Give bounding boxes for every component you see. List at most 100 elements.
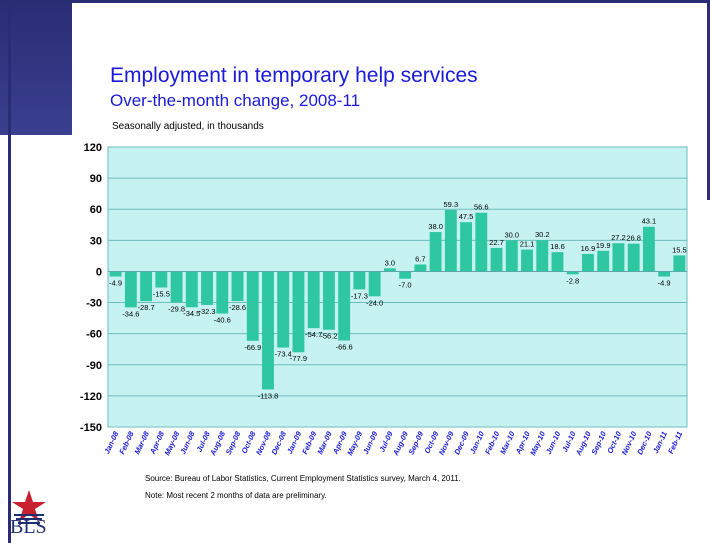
bar [353,271,366,290]
data-label: -34.5 [183,309,200,318]
bar [673,255,686,272]
y-tick-label: 0 [96,266,102,278]
sidebar-line [8,0,11,543]
bar [521,249,533,272]
data-label: 18.6 [550,242,565,251]
data-label: 26.8 [626,234,641,243]
bar [536,240,549,272]
data-label: 16.9 [581,244,596,253]
y-tick-label: 60 [90,204,102,216]
data-label: 30.0 [504,230,519,239]
data-label: -29.8 [168,304,185,313]
bar [170,271,183,303]
bar [155,271,168,288]
bar [124,271,137,308]
bar [490,247,503,272]
data-label: -66.6 [336,343,353,352]
y-tick-label: -120 [80,391,102,403]
data-label: 22.7 [489,238,504,247]
bar [582,253,594,272]
data-label: -54.7 [305,330,322,339]
bar [140,271,153,302]
y-tick-label: 120 [84,142,102,154]
chart-subtitle: Over-the-month change, 2008-11 [110,91,361,110]
data-label: -17.3 [351,291,368,300]
source-note: Source: Bureau of Labor Statistics, Curr… [145,474,461,483]
data-label: 19.9 [596,241,611,250]
data-label: 43.1 [642,217,657,226]
bar [475,212,488,272]
data-label: 21.1 [520,240,535,249]
bar [612,243,625,272]
bar [277,271,290,348]
data-label: -73.4 [275,350,292,359]
right-border [707,0,710,200]
bar [642,226,655,272]
bar [109,271,122,277]
y-tick-label: -60 [86,329,102,341]
bar [231,271,244,302]
y-tick-label: -150 [80,422,102,434]
x-tick-label: Jun-08 [178,429,197,455]
data-label: -4.9 [109,279,122,288]
bar [322,271,335,330]
data-label: -7.0 [399,281,412,290]
data-label: 30.2 [535,230,550,239]
bar [551,252,564,272]
x-tick-label: Jun-09 [361,429,380,455]
data-label: -4.9 [658,279,671,288]
bar [201,271,213,305]
bar [338,271,351,341]
bar [292,271,305,353]
data-label: -28.7 [138,303,155,312]
bar [216,271,229,314]
bar [246,271,259,341]
bar [597,250,610,272]
y-tick-label: -30 [86,298,102,310]
data-label: -2.8 [566,276,579,285]
data-label: -24.0 [366,298,383,307]
bar [383,268,396,272]
y-tick-label: 30 [90,235,102,247]
bar [627,243,640,272]
x-tick-label: Jun-10 [544,429,563,455]
data-label: -15.5 [153,290,170,299]
star-icon [12,490,46,524]
sidebar-band-bottom [0,135,72,543]
bar [262,271,274,390]
bar [185,271,198,308]
bar [429,232,442,272]
data-label: 59.3 [444,200,459,209]
bar [307,271,320,329]
data-label: 3.0 [385,258,395,267]
data-label: -40.6 [214,316,231,325]
data-label: -32.3 [198,307,215,316]
bar [368,271,381,297]
y-tick-label: -90 [86,360,102,372]
sidebar-band-top [0,0,72,135]
preliminary-note: Note: Most recent 2 months of data are p… [145,491,327,500]
data-label: -113.8 [258,391,279,400]
data-label: 6.7 [415,254,425,263]
bar [399,271,412,279]
bar [658,271,671,277]
units-note: Seasonally adjusted, in thousands [112,121,264,132]
data-label: 47.5 [459,212,474,221]
bar [460,222,473,272]
data-label: 15.5 [672,245,687,254]
data-label: -66.9 [244,343,261,352]
data-label: -28.6 [229,303,246,312]
bar [414,264,427,272]
data-label: 56.6 [474,203,489,212]
sidebar-band [0,0,72,543]
data-label: 27.2 [611,233,626,242]
bls-logo: BLS [10,516,47,538]
data-label: -56.2 [320,332,337,341]
data-label: 38.0 [428,222,443,231]
top-border [72,0,710,3]
data-label: -77.9 [290,354,307,363]
chart-title: Employment in temporary help services [110,64,478,87]
bar [505,240,518,272]
data-label: -34.6 [122,309,139,318]
